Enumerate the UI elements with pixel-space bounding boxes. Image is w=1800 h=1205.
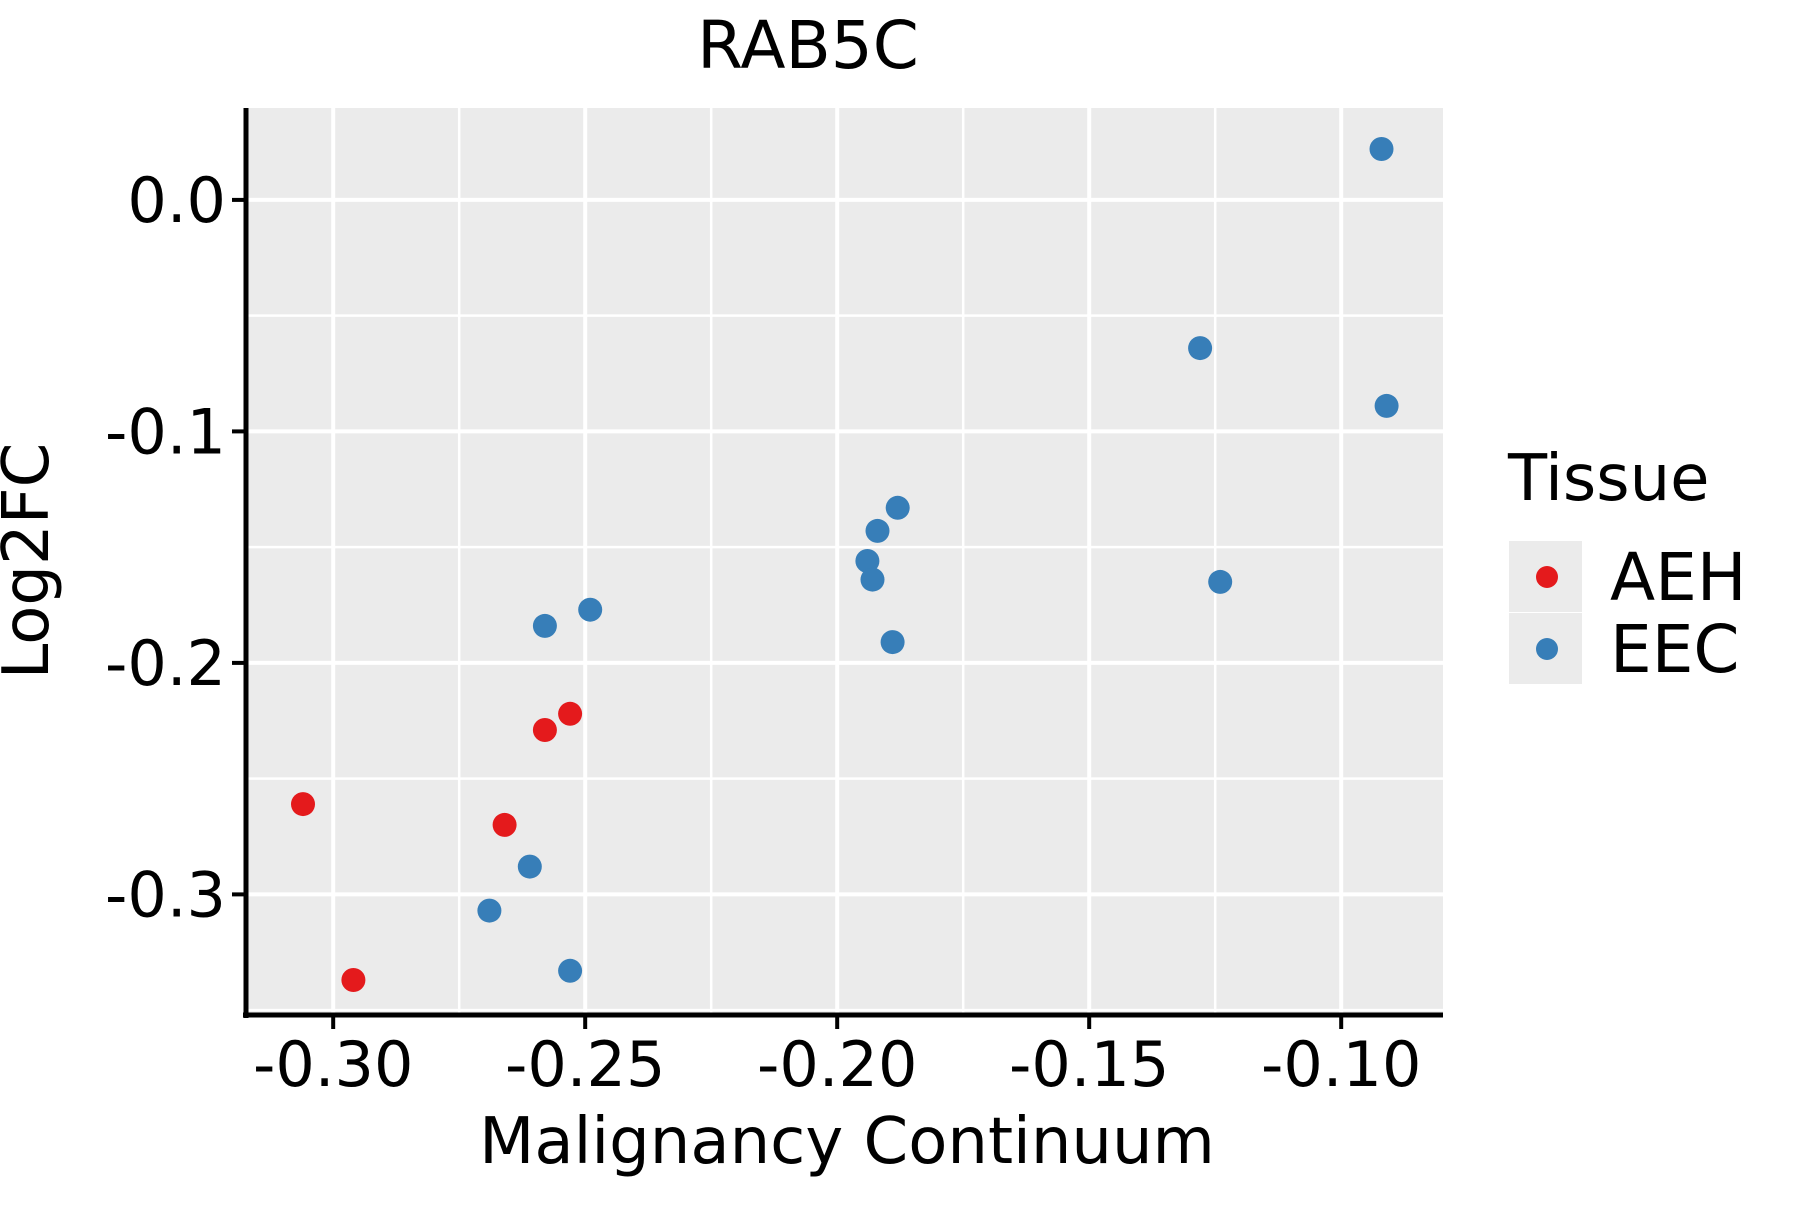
data-point-aeh (532, 718, 557, 742)
legend-dot-eec-icon (1536, 638, 1558, 660)
data-point-eec (1374, 393, 1399, 418)
tick-labels: -0.30 -0.25 -0.20 -0.15 -0.10 0.0 -0.1 -0.2 -0.3 (105, 164, 1421, 1101)
x-tick-label: -0.30 (253, 1028, 413, 1101)
x-tick-label: -0.20 (757, 1028, 917, 1101)
minor-gridlines (246, 108, 1443, 1015)
legend-title: Tissue (1507, 442, 1710, 516)
data-point-aeh (558, 701, 583, 726)
y-tick-label: -0.1 (105, 395, 226, 468)
axis-lines (243, 108, 1443, 1018)
data-point-eec (1188, 336, 1213, 361)
data-point-aeh (492, 812, 517, 837)
data-point-eec (477, 898, 502, 923)
data-point-eec (860, 567, 885, 592)
chart-title: RAB5C (697, 7, 919, 84)
x-tick-label: -0.15 (1009, 1028, 1169, 1101)
data-point-eec (558, 958, 583, 983)
data-point-eec (865, 518, 890, 543)
data-point-eec (1208, 569, 1233, 594)
legend-entry-eec: EEC (1509, 611, 1740, 688)
major-gridlines (246, 108, 1443, 1015)
data-point-aeh (341, 968, 366, 992)
data-points (291, 137, 1399, 992)
legend-label-eec: EEC (1610, 611, 1740, 688)
legend-entry-aeh: AEH (1509, 539, 1746, 616)
data-point-eec (517, 854, 542, 879)
y-tick-label: -0.2 (105, 627, 226, 700)
legend: Tissue AEH EEC (1507, 442, 1746, 688)
tick-marks (232, 197, 1344, 1029)
legend-label-aeh: AEH (1610, 539, 1746, 616)
x-tick-label: -0.25 (505, 1028, 665, 1101)
y-tick-label: 0.0 (127, 164, 226, 237)
data-point-eec (1369, 137, 1394, 161)
data-point-eec (885, 495, 910, 520)
x-tick-label: -0.10 (1261, 1028, 1421, 1101)
y-axis-title: Log2FC (0, 443, 64, 680)
data-point-eec (855, 549, 880, 573)
plot-panel (246, 108, 1443, 1015)
data-point-aeh (291, 792, 315, 817)
legend-dot-aeh-icon (1536, 566, 1558, 588)
data-point-eec (578, 597, 603, 622)
data-point-eec (532, 613, 557, 638)
data-point-eec (880, 630, 905, 655)
x-axis-title: Malignancy Continuum (479, 1105, 1215, 1179)
y-tick-label: -0.3 (105, 858, 226, 931)
